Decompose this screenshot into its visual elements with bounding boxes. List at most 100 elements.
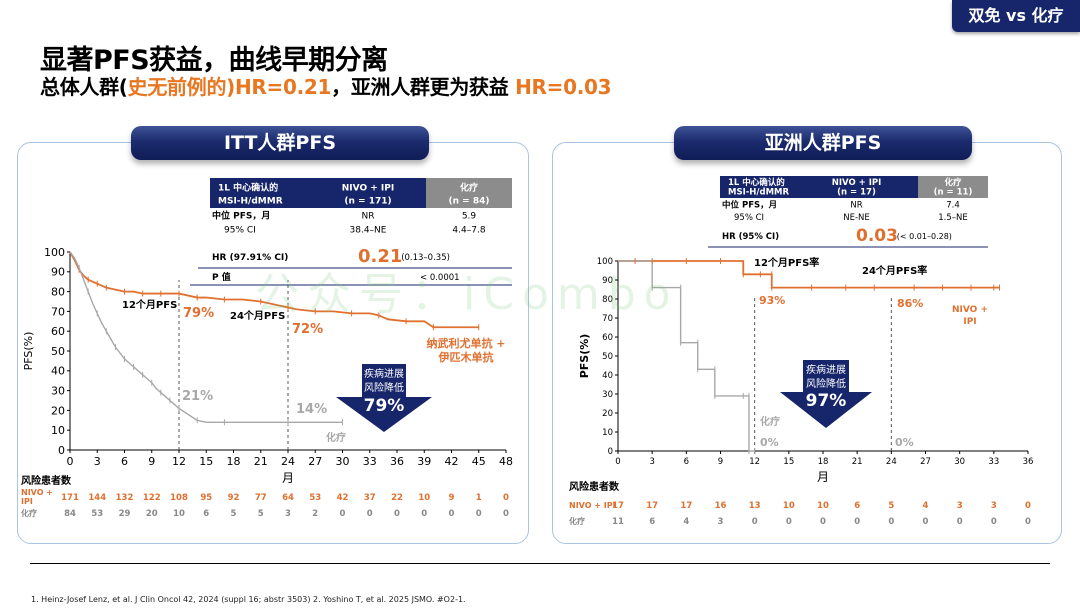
p0-stats-row-nivo-0: NR [362,212,375,222]
p0-risk-cell: 10 [173,509,185,519]
p0-risk-cell: 42 [337,493,349,503]
p1-x-tick-label: 15 [783,457,794,467]
p1-risk-table-title: 风险患者数 [569,480,620,493]
subtitle-hr-asian: HR=0.03 [515,75,612,99]
p0-x-tick-label: 0 [67,455,74,468]
p0-risk-cell: 6 [203,509,209,519]
p1-y-tick-label: 60 [602,333,613,343]
p0-risk-cell: 1 [476,493,482,503]
p0-risk-table-title: 风险患者数 [21,474,72,487]
p0-y-tick-label: 60 [51,325,65,338]
p1-y-tick-label: 20 [602,409,613,419]
p0-risk-row-label-0-b: IPI [21,497,33,506]
p0-chemo-12-value: 21% [182,389,213,404]
p0-x-tick-label: 3 [94,455,101,468]
p0-risk-reduction-arrow [336,364,432,432]
p0-risk-cell: 9 [449,493,455,503]
p0-x-axis-label: 月 [282,471,294,485]
p0-y-tick-label: 30 [51,384,65,397]
p1-stats-header-cell-0 [720,176,795,198]
p0-x-tick-label: 15 [199,455,213,468]
p1-chemo-24-value: 0% [895,436,914,449]
p1-x-tick-label: 33 [988,457,999,467]
p1-risk-cell: 4 [683,517,689,527]
p1-risk-cell: 0 [820,517,826,527]
p1-chart-group: 0 3 6 9 12 15 18 21 24 27 30 33 36010203040506070809… [569,176,1033,527]
p1-risk-cell: 10 [817,501,829,511]
p1-risk-cell: 0 [991,517,997,527]
p1-risk-cell: 3 [718,517,724,527]
p1-x-axis-label: 月 [817,470,829,484]
p0-y-tick-label: 0 [58,444,65,457]
subtitle-asian-text: ，亚洲人群更为获益 [331,75,516,99]
p0-stats-header-label-2: MSI-H/dMMR [218,197,283,207]
p0-y-tick-label: 10 [51,424,65,437]
p1-x-tick-label: 36 [1023,457,1034,467]
p0-risk-cell: 5 [231,509,237,519]
p0-x-tick-label: 42 [445,455,459,468]
p0-stats-header-cell-1 [310,178,426,208]
p0-risk-cell: 37 [364,493,376,503]
p0-nivo-series-label-2: 伊匹木单抗 [438,350,494,364]
p0-hr-label: HR (97.91% CI) [212,253,288,263]
p0-x-tick-label: 27 [308,455,322,468]
p0-stats-header-n-1: (n = 171) [344,197,391,207]
p1-arrow-value: 97% [806,391,847,411]
p1-x-tick-label: 21 [852,457,863,467]
p1-risk-cell: 0 [888,517,894,527]
p1-x-tick-label: 6 [684,457,689,467]
p0-p-label: P 值 [212,271,231,283]
p0-y-tick-label: 90 [51,266,65,279]
p0-stats-row-chemo-0: 5.9 [462,212,477,222]
p1-risk-cell: 0 [1025,501,1031,511]
p1-stats-row-label-1: 95% CI [734,213,764,223]
p0-y-tick-label: 40 [51,365,65,378]
p1-x-tick-label: 9 [718,457,723,467]
p0-risk-row-label-1: 化疗 [21,508,37,518]
p1-nivo-12-value: 93% [759,294,785,307]
p0-label-24-month: 24个月PFS [230,309,285,322]
itt-panel [17,142,529,544]
p1-y-tick-label: 40 [602,371,613,381]
p1-nivo-24-value: 86% [897,297,923,310]
p1-risk-cell: 5 [888,501,894,511]
p1-risk-row-label-1: 化疗 [569,516,585,526]
p0-risk-cell: 171 [61,493,79,503]
p1-y-tick-label: 80 [602,295,613,305]
p1-risk-cell: 0 [752,517,758,527]
p0-x-tick-label: 24 [281,455,295,468]
p1-stats-row-nivo-0: NR [850,200,862,210]
p1-series-line-1 [618,260,755,452]
p1-risk-cell: 17 [680,501,692,511]
p0-y-tick-label: 50 [51,345,65,358]
p0-y-tick-label: 20 [51,404,65,417]
p1-x-tick-label: 12 [749,457,760,467]
p1-risk-cell: 6 [854,501,860,511]
p1-y-tick-label: 30 [602,390,613,400]
p0-risk-cell: 77 [255,493,267,503]
p1-chemo-12-value: 0% [760,436,779,449]
p1-stats-row-label-0: 中位 PFS，月 [722,199,777,210]
p0-x-tick-label: 9 [148,455,155,468]
p0-stats-header-n-2: (n = 84) [449,197,490,207]
p0-arrow-text-2: 风险降低 [364,381,404,394]
p1-risk-cell: 11 [612,517,624,527]
p0-arrow-value: 79% [364,396,405,416]
p0-risk-cell: 3 [285,509,291,519]
p1-x-tick-label: 18 [818,457,829,467]
p1-x-tick-label: 24 [886,457,897,467]
p0-label-12-month: 12个月PFS [122,298,177,311]
p0-risk-cell: 53 [309,493,321,503]
p0-stats-row-label-0: 中位 PFS，月 [212,210,270,222]
p1-x-tick-label: 3 [649,457,654,467]
p1-x-tick-label: 27 [920,457,931,467]
p0-risk-cell: 53 [91,509,103,519]
p0-risk-cell: 0 [367,509,373,519]
p0-risk-cell: 2 [312,509,318,519]
p1-y-tick-label: 50 [602,352,613,362]
p1-stats-header-cell-1 [795,176,918,198]
p0-y-tick-label: 70 [51,305,65,318]
p0-risk-cell: 0 [394,509,400,519]
p0-p-value: < 0.0001 [420,273,460,283]
p1-nivo-series-label-1: NIVO + [952,305,988,315]
